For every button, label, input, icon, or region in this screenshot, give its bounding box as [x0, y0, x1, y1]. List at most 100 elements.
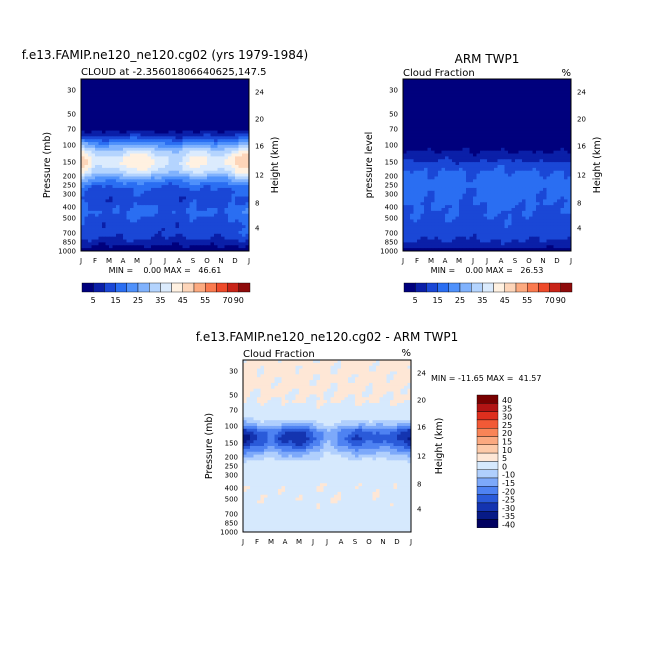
- contour-cell: [525, 179, 530, 183]
- contour-cell: [182, 170, 187, 174]
- contour-cell: [245, 236, 250, 240]
- contour-cell: [144, 165, 148, 169]
- contour-cell: [165, 124, 169, 129]
- contour-cell: [525, 173, 530, 177]
- contour-cell: [406, 147, 411, 152]
- contour-cell: [515, 139, 519, 143]
- contour-cell: [490, 153, 495, 157]
- contour-cell: [81, 213, 85, 217]
- contour-cell: [147, 153, 152, 157]
- contour-cell: [84, 173, 89, 177]
- contour-cell: [193, 210, 197, 215]
- contour-cell: [238, 142, 243, 146]
- contour-cell: [133, 79, 138, 83]
- contour-cell: [95, 222, 99, 226]
- contour-cell: [140, 167, 145, 172]
- contour-cell: [480, 84, 484, 88]
- contour-cell: [105, 176, 110, 180]
- contour-cell: [165, 245, 169, 249]
- contour-cell: [420, 182, 425, 186]
- contour-cell: [137, 185, 141, 189]
- contour-cell: [469, 93, 474, 97]
- contour-cell: [165, 133, 169, 137]
- contour-cell: [130, 167, 134, 172]
- contour-cell: [508, 167, 512, 172]
- contour-cell: [182, 101, 187, 106]
- contour-cell: [546, 173, 551, 177]
- contour-cell: [175, 116, 180, 120]
- contour-cell: [494, 199, 498, 203]
- contour-cell: [112, 153, 117, 157]
- contour-cell: [490, 193, 495, 197]
- contour-cell: [410, 165, 414, 169]
- contour-cell: [217, 139, 222, 143]
- contour-cell: [102, 122, 106, 126]
- contour-cell: [242, 196, 246, 200]
- contour-cell: [564, 193, 568, 197]
- contour-cell: [431, 193, 435, 197]
- contour-cell: [245, 90, 250, 94]
- contour-cell: [126, 225, 131, 229]
- contour-cell: [175, 210, 180, 215]
- contour-cell: [119, 165, 124, 169]
- contour-cell: [420, 199, 425, 203]
- contour-cell: [154, 96, 159, 100]
- contour-cell: [546, 116, 551, 120]
- contour-cell: [515, 167, 519, 172]
- contour-cell: [102, 239, 106, 243]
- contour-cell: [151, 185, 155, 189]
- contour-cell: [410, 99, 414, 103]
- contour-cell: [224, 116, 229, 120]
- contour-cell: [483, 93, 488, 97]
- contour-cell: [487, 150, 491, 154]
- colorbar-swatch: [81, 282, 94, 293]
- contour-cell: [550, 162, 554, 166]
- contour-cell: [214, 236, 218, 240]
- contour-cell: [522, 196, 526, 200]
- contour-cell: [81, 90, 85, 94]
- contour-cell: [438, 110, 442, 114]
- contour-cell: [196, 233, 201, 238]
- contour-cell: [88, 113, 92, 117]
- contour-cell: [200, 87, 204, 91]
- contour-cell: [245, 233, 250, 238]
- contour-cell: [473, 133, 477, 137]
- contour-cell: [504, 156, 509, 160]
- contour-cell: [525, 196, 530, 200]
- contour-cell: [214, 84, 218, 88]
- contour-cell: [119, 90, 124, 94]
- contour-cell: [228, 222, 232, 226]
- contour-cell: [210, 81, 215, 86]
- contour-cell: [147, 144, 152, 149]
- contour-cell: [466, 162, 470, 166]
- contour-cell: [200, 127, 204, 131]
- contour-cell: [186, 101, 190, 106]
- contour-cell: [214, 230, 218, 235]
- contour-cell: [455, 142, 460, 146]
- contour-cell: [203, 210, 208, 215]
- contour-cell: [133, 230, 138, 235]
- contour-cell: [476, 193, 481, 197]
- contour-cell: [235, 99, 239, 103]
- contour-cell: [245, 104, 250, 109]
- contour-cell: [462, 150, 467, 154]
- contour-cell: [564, 190, 568, 195]
- contour-cell: [182, 210, 187, 215]
- contour-cell: [553, 133, 558, 137]
- contour-cell: [424, 116, 428, 120]
- contour-cell: [137, 147, 141, 152]
- contour-cell: [193, 84, 197, 88]
- contour-cell: [529, 136, 533, 140]
- contour-cell: [151, 173, 155, 177]
- contour-cell: [196, 193, 201, 197]
- contour-cell: [536, 124, 540, 129]
- contour-cell: [217, 233, 222, 238]
- contour-cell: [490, 104, 495, 109]
- contour-cell: [95, 228, 99, 232]
- contour-cell: [200, 162, 204, 166]
- contour-cell: [504, 122, 509, 126]
- contour-cell: [557, 179, 561, 183]
- contour-cell: [480, 124, 484, 129]
- contour-cell: [116, 199, 120, 203]
- contour-cell: [147, 147, 152, 152]
